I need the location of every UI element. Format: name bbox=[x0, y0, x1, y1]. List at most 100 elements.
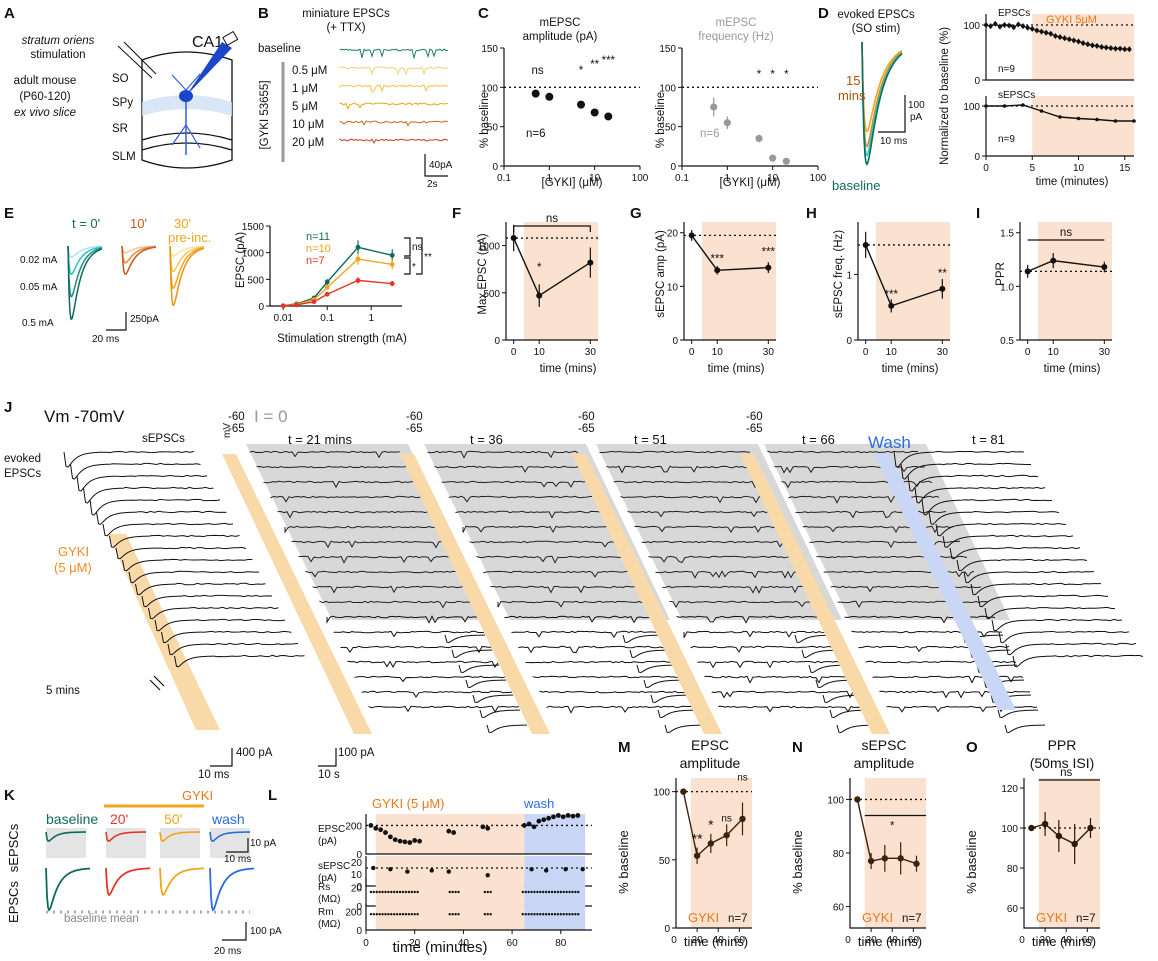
j-trace-0-4 bbox=[277, 510, 429, 519]
electrode-icon bbox=[222, 30, 239, 47]
l-ylabel-2: Rs bbox=[318, 882, 330, 893]
m-title-1: EPSC bbox=[691, 737, 729, 753]
e-plot-ytick-label: 1500 bbox=[242, 222, 265, 233]
panel-n-xtick-label: 40 bbox=[887, 935, 899, 946]
l-epsc-point bbox=[541, 817, 547, 823]
e-brackets bbox=[404, 237, 423, 275]
j-trace-0-12 bbox=[333, 630, 485, 638]
n-sig: * bbox=[890, 821, 895, 833]
e-scale-x: 20 ms bbox=[92, 334, 119, 345]
panel-f-ytick-label: 500 bbox=[483, 289, 500, 300]
l-epsc-point bbox=[526, 821, 532, 827]
k-row2: EPSCs bbox=[6, 881, 21, 923]
m-sig-2: * bbox=[708, 816, 714, 832]
e-series-1-point bbox=[355, 256, 361, 262]
j-evoked-14 bbox=[154, 618, 286, 632]
panel-m-drug: GYKI bbox=[688, 910, 719, 925]
c-freq-ytick-label: 100 bbox=[659, 83, 676, 94]
j-trace-1-5 bbox=[462, 525, 614, 534]
j-block-2 bbox=[596, 444, 842, 620]
j-trace-0-14 bbox=[347, 660, 499, 668]
hippocampus-slice bbox=[141, 51, 233, 169]
j-evoked-0 bbox=[63, 450, 195, 468]
c-amp-sig: ns bbox=[531, 65, 543, 77]
e-t30: 30' bbox=[174, 216, 191, 231]
n-title-2: amplitude bbox=[854, 755, 915, 771]
d-15: 15 bbox=[846, 73, 860, 88]
l-r-point bbox=[448, 913, 451, 916]
j-trace-2-1 bbox=[606, 465, 758, 474]
panel-o-ytick-label: 60 bbox=[1007, 904, 1019, 915]
l-epsc-point bbox=[480, 824, 486, 830]
j-evk-1-16 bbox=[657, 709, 699, 719]
layer-sr: SR bbox=[112, 123, 128, 135]
panel-k-label: K bbox=[4, 787, 15, 804]
c-amp-xtick-label: 0.1 bbox=[497, 173, 511, 184]
j-v2-1: -65 bbox=[406, 423, 423, 435]
d-trace-late bbox=[861, 41, 903, 133]
prep-line1: adult mouse bbox=[14, 75, 77, 87]
panel-o-xtick-label: 20 bbox=[1040, 935, 1052, 946]
l-shade-0 bbox=[375, 814, 525, 854]
l-yunit-0: (pA) bbox=[318, 836, 337, 847]
e-sig-1: * bbox=[412, 262, 416, 273]
l-drug: GYKI (5 μM) bbox=[372, 796, 445, 811]
j-trace-0-2 bbox=[263, 480, 415, 489]
j-trace-0-3 bbox=[270, 495, 422, 503]
j-trace-0-0 bbox=[249, 450, 401, 459]
d-top-point bbox=[1122, 47, 1127, 52]
l-r-point bbox=[536, 913, 539, 916]
c-amp-title-2: amplitude (pA) bbox=[523, 31, 598, 43]
j-wash-evoked-2 bbox=[907, 474, 1039, 492]
o-title-1: PPR bbox=[1048, 737, 1077, 753]
j-trace-1-3 bbox=[448, 495, 600, 503]
j-evk-1-11 bbox=[622, 634, 664, 644]
l-r-point bbox=[565, 890, 568, 894]
l-r-point bbox=[574, 913, 577, 916]
l-r-point bbox=[448, 890, 451, 894]
l-r-point bbox=[577, 913, 580, 916]
panel-f-point bbox=[587, 259, 594, 266]
b-conc-5: 20 μM bbox=[292, 137, 324, 149]
panel-o-point bbox=[1071, 840, 1078, 848]
l-r-point bbox=[416, 913, 419, 916]
panel-l: L 2000EPSC(pA)20100sEPSC(pA)200Rs(MΩ)200… bbox=[268, 787, 592, 956]
j-evoked-10 bbox=[128, 570, 260, 584]
panel-m-ytick-label: 100 bbox=[653, 788, 670, 799]
l-r-point bbox=[404, 913, 408, 916]
e-plot-xtick-label: 0.1 bbox=[320, 313, 334, 324]
l-r-point bbox=[568, 913, 571, 916]
l-sepsc-point bbox=[563, 867, 568, 872]
d-bottom-point bbox=[1021, 103, 1025, 107]
l-ytick-3: 0 bbox=[356, 926, 362, 937]
l-wash-3 bbox=[524, 904, 586, 930]
panel-i-label: I bbox=[976, 205, 980, 222]
j-trace-2-9 bbox=[662, 585, 814, 594]
l-r-point bbox=[544, 913, 548, 916]
panel-e: E t = 0' 10' 30' pre-inc. 0.02 mA 0.05 m… bbox=[4, 205, 432, 345]
d-top-point bbox=[1021, 24, 1025, 29]
panel-i-xtick-label: 30 bbox=[1099, 347, 1111, 358]
l-ytick-0: 200 bbox=[345, 821, 362, 832]
j-trace-2-7 bbox=[648, 555, 800, 564]
d-scale-x: 10 ms bbox=[880, 136, 907, 147]
j-v2-3: -65 bbox=[746, 423, 763, 435]
d-bottom-point bbox=[1132, 119, 1136, 123]
c-amp-xtick-label: 10 bbox=[589, 173, 601, 184]
j-spont: sEPSCs bbox=[142, 433, 185, 445]
panel-o-shade bbox=[1038, 778, 1100, 928]
j-v1-1: -60 bbox=[406, 411, 423, 423]
j-trace-0-1 bbox=[256, 465, 408, 469]
panel-n-point bbox=[881, 855, 889, 862]
j-evk-0-12 bbox=[451, 649, 493, 659]
d-scale-y2: pA bbox=[910, 112, 923, 123]
panel-m-xtick-label: 40 bbox=[713, 935, 725, 946]
l-r-point bbox=[530, 890, 533, 894]
b-scalebar bbox=[424, 154, 448, 177]
stim-electrode bbox=[117, 45, 153, 79]
panel-m-ytick-label: 50 bbox=[659, 856, 671, 867]
l-yunit-3: (MΩ) bbox=[318, 919, 340, 930]
panel-o-point bbox=[1041, 820, 1049, 828]
j-trace-3-4 bbox=[795, 510, 947, 519]
l-r-point bbox=[524, 890, 527, 894]
